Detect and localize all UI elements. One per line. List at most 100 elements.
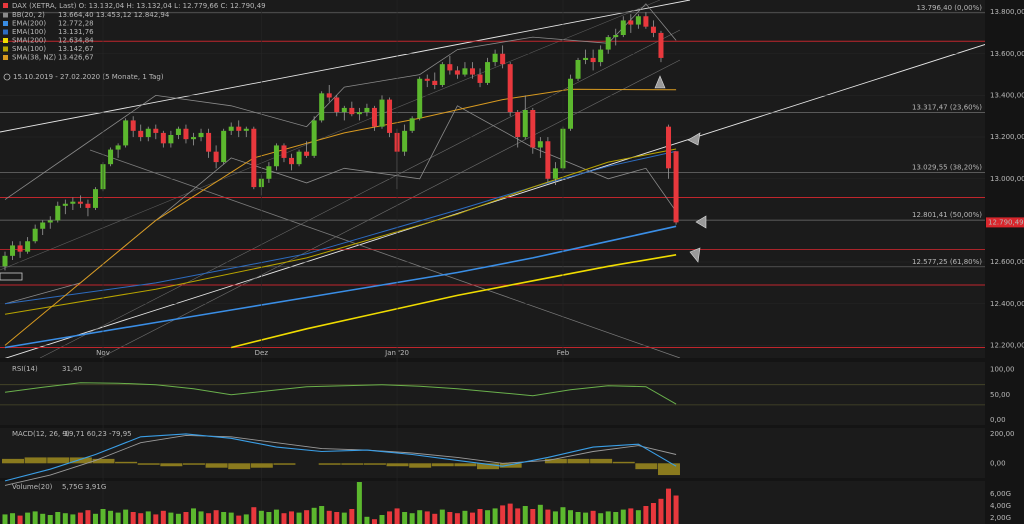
volume-bar [650, 503, 656, 524]
candle-body [289, 157, 295, 165]
candle-body [462, 68, 468, 75]
legend-swatch [3, 55, 8, 60]
volume-bar [100, 509, 106, 524]
arrow [695, 215, 707, 229]
candle-body [552, 168, 558, 179]
legend-value: 12.634,84 [58, 37, 94, 45]
macd-hist [47, 457, 70, 464]
indicator-line [4, 148, 677, 315]
candle-body [138, 130, 144, 138]
legend-swatch [3, 21, 8, 26]
volume-bar [522, 506, 528, 524]
x-tick-label: Jan '20 [384, 349, 409, 357]
legend-name: SMA(38, NZ) [12, 54, 56, 62]
fib-label: 13.029,55 (38,20%) [912, 164, 982, 172]
volume-bar [206, 513, 212, 524]
candle-body [545, 141, 551, 179]
candle-body [77, 201, 83, 204]
y-tick-label: 100,00 [990, 366, 1015, 374]
volume-bar [658, 498, 664, 524]
candle-body [371, 107, 377, 127]
candle-body [47, 220, 53, 223]
y-tick-label: 200,00 [990, 430, 1015, 438]
y-tick-label: 13.800,00 [990, 8, 1024, 16]
indicator-line [4, 88, 677, 346]
volume-bar [183, 512, 189, 524]
macd-hist [386, 463, 409, 467]
panel-value: 5,75G 3,91G [62, 483, 106, 491]
volume-bar [537, 504, 543, 524]
volume-bar [515, 508, 521, 524]
macd-hist [205, 463, 228, 468]
volume-bar [560, 507, 566, 524]
macd-hist [2, 458, 24, 464]
candle-body [590, 57, 596, 63]
candle-body [409, 118, 415, 131]
volume-bar [507, 503, 513, 524]
macd-hist [612, 461, 635, 464]
candle-body [108, 149, 114, 165]
candle-body [175, 128, 181, 135]
candle-body [326, 93, 332, 98]
volume-bar [221, 512, 227, 524]
candle-body [417, 78, 423, 119]
fib-label: 13.317,47 (23,60%) [912, 104, 982, 112]
macd-hist [590, 458, 613, 464]
volume-bar [130, 512, 136, 524]
candle-body [62, 203, 68, 206]
volume-bar [47, 515, 53, 524]
candle-body [485, 62, 491, 83]
macd-panel [0, 428, 985, 478]
candle-body [17, 245, 23, 252]
candle-body [213, 151, 219, 163]
volume-bar [2, 514, 8, 524]
panel-name: Volume(20) [12, 483, 53, 491]
macd-hist [544, 458, 567, 464]
clock-icon [3, 73, 11, 81]
y-tick-label: 0,00 [990, 416, 1006, 424]
volume-bar [153, 514, 159, 524]
candle-body [432, 80, 438, 85]
arrow [654, 75, 666, 89]
trendline [99, 59, 681, 358]
y-tick-label: 6,00G [990, 490, 1011, 498]
candle-body [228, 126, 234, 131]
volume-bar [213, 510, 219, 524]
volume-bar [228, 512, 234, 524]
volume-bar [492, 508, 498, 524]
y-tick-label: 12.400,00 [990, 300, 1024, 308]
volume-bar [281, 513, 287, 524]
panel-value: -19,71 60,23 -79,95 [62, 430, 132, 438]
panel-value: 31,40 [62, 365, 82, 373]
candle-body [183, 128, 189, 140]
candle-body [70, 201, 76, 204]
x-tick-label: Nov [96, 349, 110, 357]
candle-body [92, 189, 98, 208]
candle-body [454, 70, 460, 75]
volume-bar [55, 512, 61, 524]
volume-bar [643, 506, 649, 524]
volume-bar [62, 513, 68, 524]
candle-body [356, 112, 362, 115]
volume-bar [296, 512, 302, 524]
volume-bar [575, 512, 581, 524]
legend-name: EMA(200) [12, 20, 46, 28]
panel-name: RSI(14) [12, 365, 38, 373]
volume-bar [198, 511, 204, 524]
candle-body [221, 130, 227, 163]
candle-body [635, 16, 641, 25]
candle-body [168, 135, 174, 144]
volume-bar [243, 514, 249, 524]
volume-bar [326, 510, 332, 524]
candle-body [402, 130, 408, 152]
candle-body [25, 241, 31, 252]
volume-bar [304, 510, 310, 524]
volume-bar [620, 509, 626, 524]
legend-value: 13.664,40 13.453,12 12.842,94 [58, 11, 170, 19]
candle-body [2, 255, 8, 267]
macd-hist [250, 463, 273, 468]
y-tick-label: 12.200,00 [990, 341, 1024, 349]
trendline [39, 29, 681, 358]
volume-bar [673, 495, 679, 524]
volume-bar [251, 507, 257, 524]
